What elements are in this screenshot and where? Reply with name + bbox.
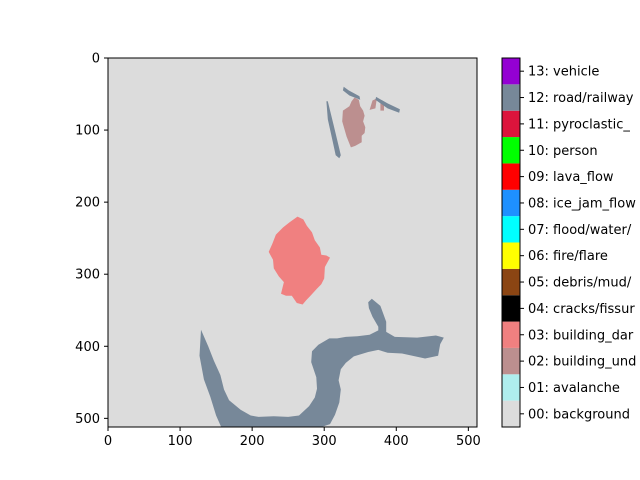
colorbar-swatch-11	[502, 110, 520, 138]
mask-region-02-1	[369, 98, 377, 110]
colorbar-swatch-02	[502, 347, 520, 375]
mask-region-12-6	[375, 96, 400, 113]
colorbar-label: 10: person	[528, 144, 598, 159]
x-tick-label: 500	[456, 434, 481, 449]
y-tick-label: 100	[75, 124, 100, 139]
y-tick-label: 200	[75, 196, 100, 211]
colorbar-label: 08: ice_jam_flow	[528, 196, 636, 211]
colorbar-swatch-13	[502, 58, 520, 85]
colorbar-label: 13: vehicle	[528, 65, 599, 80]
y-tick-label: 500	[75, 412, 100, 427]
x-tick-label: 400	[384, 434, 409, 449]
x-tick-label: 300	[312, 434, 337, 449]
x-tick-label: 200	[240, 434, 265, 449]
colorbar-swatch-10	[502, 137, 520, 164]
mask-region-12-4	[326, 101, 341, 159]
mask-region-03-3	[268, 216, 330, 305]
colorbar-label: 12: road/railway	[528, 91, 634, 106]
mask-regions	[199, 86, 444, 427]
colorbar-label: 09: lava_flow	[528, 170, 614, 185]
y-tick-label: 0	[92, 52, 100, 67]
colorbar-swatch-00	[502, 400, 520, 427]
mask-region-12-7	[199, 298, 444, 427]
colorbar-frame	[501, 57, 521, 428]
x-axis: 0 100 200 300 400 500	[104, 427, 481, 449]
colorbar-label: 04: cracks/fissur	[528, 302, 635, 317]
y-tick-label: 400	[75, 340, 100, 355]
colorbar-swatch-03	[502, 321, 520, 348]
colorbar-label: 00: background	[528, 407, 630, 422]
colorbar-label: 03: building_dar	[528, 328, 634, 343]
colorbar-swatch-12	[502, 84, 520, 111]
colorbar-label: 01: avalanche	[528, 381, 620, 396]
colorbar-swatch-06	[502, 242, 520, 269]
colorbar-label: 11: pyroclastic_	[528, 117, 630, 132]
x-tick-label: 100	[168, 434, 193, 449]
colorbar-swatch-01	[502, 374, 520, 401]
colorbar-label: 02: building_und	[528, 355, 636, 370]
colorbar: 00: background 01: avalanche 02: building_…	[501, 57, 636, 428]
colorbar-swatch-04	[502, 295, 520, 322]
colorbar-label: 07: flood/water/	[528, 223, 632, 238]
x-tick-label: 0	[104, 434, 112, 449]
plot-area	[107, 57, 478, 428]
colorbar-label: 06: fire/flare	[528, 249, 608, 264]
colorbar-swatch-05	[502, 268, 520, 296]
colorbar-label: 05: debris/mud/	[528, 276, 632, 291]
y-axis: 0 100 200 300 400 500	[75, 52, 108, 427]
y-tick-label: 300	[75, 268, 100, 283]
colorbar-swatch-07	[502, 216, 520, 243]
mask-region-12-5	[342, 86, 361, 100]
colorbar-swatch-08	[502, 189, 520, 217]
plot-frame	[107, 57, 478, 428]
mask-region-02-0	[342, 97, 366, 148]
colorbar-swatch-09	[502, 163, 520, 190]
